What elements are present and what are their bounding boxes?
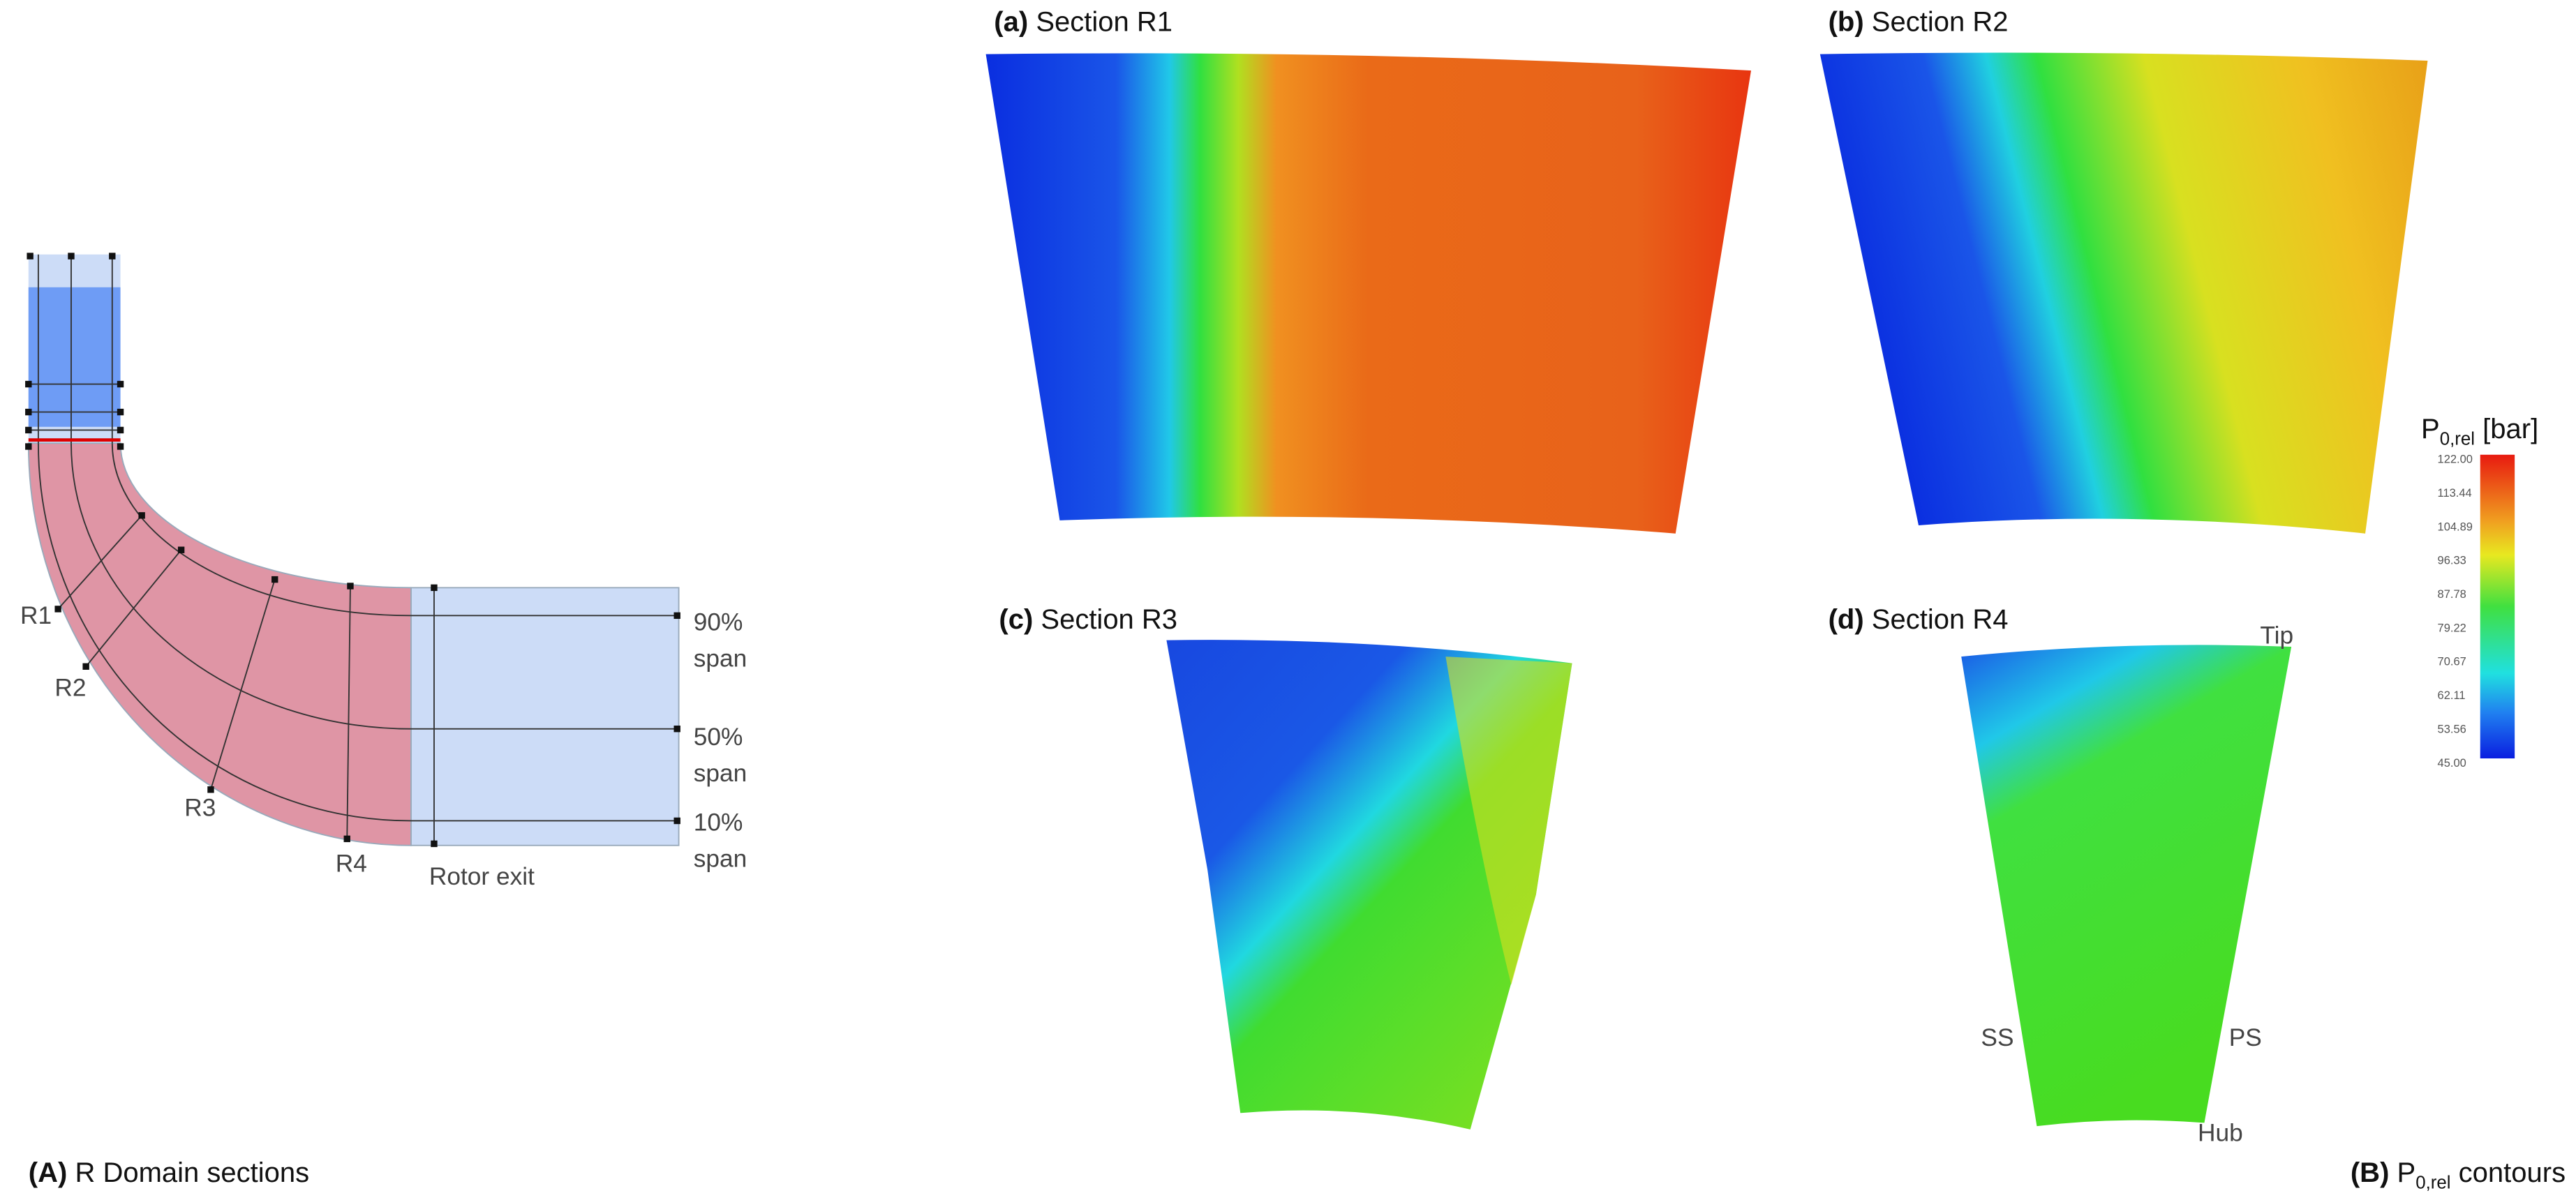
colorbar-tick-label: 45.00 [2438, 757, 2466, 770]
section-label: R1 [20, 602, 52, 629]
panel-caption: (A) R Domain sections [29, 1157, 309, 1188]
contour-r3-highlight [1445, 657, 1572, 985]
colorbar-tick-label: 79.22 [2438, 622, 2466, 634]
panel-letter: (b) [1829, 7, 1864, 38]
mesh-lines [28, 254, 679, 846]
colorbar-title: P0,rel [bar] [2421, 414, 2538, 449]
colorbar-scale [2480, 454, 2515, 759]
colorbar-tick-label: 53.56 [2438, 723, 2466, 735]
caption-text: contours [2451, 1157, 2566, 1188]
panel-title: (a) Section R1 [994, 7, 1172, 38]
mesh-nodes [25, 253, 680, 848]
span-label: 90% [694, 609, 743, 636]
section-label: R4 [336, 850, 367, 877]
symbol: P [2397, 1157, 2416, 1188]
panel-title: (c) Section R3 [999, 604, 1177, 635]
panel-caption: (B) P0,rel contours [2351, 1157, 2566, 1192]
span-label: 10% [694, 809, 743, 837]
panel-letter: (A) [29, 1157, 68, 1188]
panel-letter: (B) [2351, 1157, 2390, 1188]
subscript: 0,rel [2415, 1173, 2450, 1193]
panel-title-text: Section R3 [1041, 604, 1177, 635]
annotation: PS [2229, 1024, 2262, 1051]
rotor-exit-label: Rotor exit [429, 863, 535, 890]
annotation: Hub [2198, 1119, 2243, 1146]
symbol: P [2421, 414, 2440, 444]
section-label: R2 [54, 675, 86, 702]
inlet-block [28, 287, 121, 427]
contour-r2 [1819, 52, 2428, 534]
panel-title-text: Section R1 [1036, 7, 1172, 38]
colorbar-tick-label: 62.11 [2438, 689, 2466, 702]
span-label: 50% [694, 723, 743, 751]
span-label: span [694, 760, 747, 787]
unit: [bar] [2475, 414, 2538, 444]
domain-diagram: R1 R2 R3 R4 Rotor exit 90% span 50% span… [20, 253, 747, 1188]
panel-title: (b) Section R2 [1829, 7, 2009, 38]
colorbar: P0,rel [bar] 122.00 113.44 104.89 96.33 87.7… [2421, 414, 2538, 770]
rotor-region [27, 442, 412, 846]
caption-text: R Domain sections [75, 1157, 309, 1188]
panel-letter: (a) [994, 7, 1028, 38]
subscript: 0,rel [2440, 430, 2475, 449]
colorbar-tick-label: 104.89 [2438, 520, 2473, 533]
colorbar-tick-label: 87.78 [2438, 588, 2466, 601]
span-label: span [694, 645, 747, 672]
panel-letter: (d) [1829, 604, 1864, 635]
contour-r1 [985, 53, 1752, 534]
colorbar-tick-label: 122.00 [2438, 453, 2473, 466]
colorbar-tick-label: 96.33 [2438, 555, 2466, 567]
panel-title-text: Section R4 [1872, 604, 2009, 635]
outlet-region [410, 587, 680, 846]
panel-title: (d) Section R4 [1829, 604, 2009, 635]
annotation: SS [1981, 1024, 2013, 1051]
contour-r4 [1961, 645, 2292, 1127]
colorbar-tick-label: 70.67 [2438, 656, 2466, 668]
annotation: Tip [2260, 622, 2293, 649]
panel-letter: (c) [999, 604, 1033, 635]
panel-title-text: Section R2 [1872, 7, 2009, 38]
section-label: R3 [184, 794, 216, 821]
span-label: span [694, 845, 747, 872]
contour-panels: (a) Section R1 (b) Section R2 (c) Sectio… [985, 7, 2566, 1193]
colorbar-tick-label: 113.44 [2438, 487, 2472, 500]
